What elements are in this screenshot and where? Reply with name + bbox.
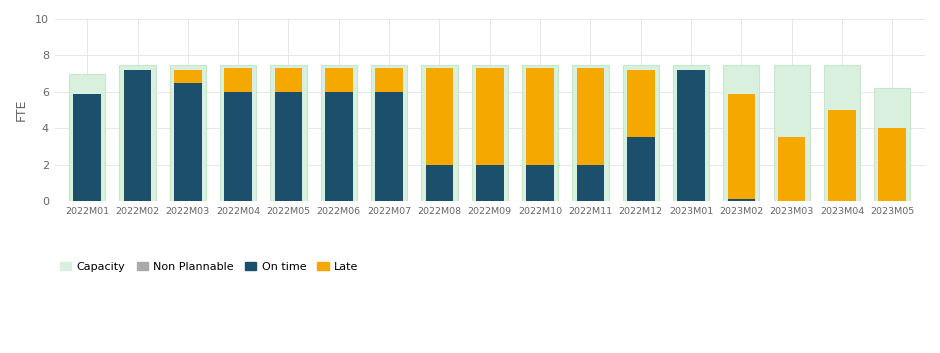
Bar <box>576 165 604 201</box>
Bar <box>728 199 755 201</box>
Bar <box>777 137 806 201</box>
Bar <box>622 65 659 201</box>
Bar <box>627 70 654 137</box>
Bar <box>426 68 453 165</box>
Bar <box>174 83 202 201</box>
Bar <box>225 92 252 201</box>
Bar <box>472 65 508 201</box>
Bar <box>823 65 860 201</box>
Bar <box>526 165 554 201</box>
Bar <box>325 68 352 92</box>
Bar <box>723 65 760 201</box>
Bar <box>879 128 906 201</box>
Bar <box>73 94 101 201</box>
Bar <box>274 68 303 92</box>
Bar <box>375 92 403 201</box>
Bar <box>728 94 755 199</box>
Bar <box>526 68 554 165</box>
Bar <box>124 70 151 201</box>
Legend: Capacity, Non Plannable, On time, Late: Capacity, Non Plannable, On time, Late <box>60 262 358 272</box>
Bar <box>476 68 504 165</box>
Bar <box>774 65 809 201</box>
Bar <box>677 70 705 201</box>
Bar <box>321 65 357 201</box>
Bar <box>426 165 453 201</box>
Bar <box>874 88 911 201</box>
Bar <box>828 110 855 201</box>
Y-axis label: FTE: FTE <box>15 99 28 121</box>
Bar <box>522 65 558 201</box>
Bar <box>627 137 654 201</box>
Bar <box>174 70 202 83</box>
Bar <box>371 65 407 201</box>
Bar <box>375 68 403 92</box>
Bar <box>421 65 458 201</box>
Bar <box>572 65 608 201</box>
Bar <box>119 65 156 201</box>
Bar <box>325 92 352 201</box>
Bar <box>70 74 105 201</box>
Bar <box>220 65 257 201</box>
Bar <box>476 165 504 201</box>
Bar <box>271 65 306 201</box>
Bar <box>673 65 709 201</box>
Bar <box>274 92 303 201</box>
Bar <box>576 68 604 165</box>
Bar <box>170 65 206 201</box>
Bar <box>225 68 252 92</box>
